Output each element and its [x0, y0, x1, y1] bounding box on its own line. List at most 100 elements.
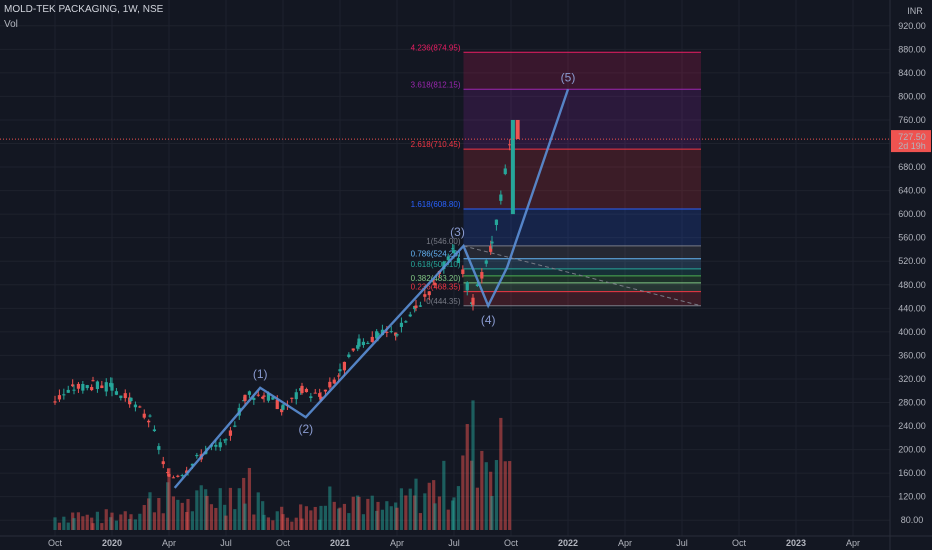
volume-bar: [110, 512, 114, 530]
candle-body: [389, 331, 393, 333]
fib-zone: [463, 208, 701, 246]
fib-zone: [463, 245, 701, 259]
wave-label: (3): [450, 225, 465, 239]
x-tick-label: Apr: [846, 538, 860, 548]
volume-bar: [304, 506, 309, 530]
x-tick-label: Apr: [390, 538, 404, 548]
volume-bar: [72, 518, 76, 530]
candle-body: [414, 305, 418, 308]
y-tick-label: 480.00: [898, 280, 926, 290]
y-tick-label: 680.00: [898, 162, 926, 172]
volume-bar: [361, 514, 366, 530]
y-tick-label: 800.00: [898, 91, 926, 101]
fib-level-label: 1(546.00): [426, 237, 461, 246]
volume-bar: [233, 509, 237, 530]
x-tick-label: Apr: [162, 538, 176, 548]
currency-label: INR: [907, 6, 923, 16]
fib-level-label: 0.618(507.10): [411, 260, 461, 269]
wave-label: (1): [253, 367, 268, 381]
volume-bar: [129, 514, 133, 530]
y-tick-label: 840.00: [898, 68, 926, 78]
volume-bar: [503, 461, 507, 530]
volume-bar: [442, 460, 446, 530]
volume-bar: [300, 518, 304, 530]
volume-bar: [138, 513, 142, 530]
fib-zone: [463, 149, 701, 209]
wave-label: (4): [481, 313, 496, 327]
candle-body: [475, 284, 480, 287]
volume-bar: [456, 486, 461, 530]
volume-bar: [171, 496, 176, 530]
candle-body: [508, 144, 512, 146]
candle-body: [224, 439, 228, 441]
candle-body: [123, 393, 127, 399]
candle-body: [338, 369, 342, 372]
candle-body: [408, 314, 412, 317]
volume-bar: [508, 461, 512, 530]
volume-bar: [414, 478, 418, 530]
fib-level-label: 0(444.35): [426, 297, 461, 306]
volume-bar: [114, 520, 119, 530]
fib-level-label: 4.236(874.95): [411, 43, 461, 52]
volume-bar: [475, 487, 480, 530]
volume-bar: [347, 513, 351, 530]
volume-bar: [313, 506, 317, 530]
y-tick-label: 120.00: [898, 492, 926, 502]
volume-bar: [437, 496, 442, 530]
price-tag: [891, 130, 931, 153]
x-tick-label: Oct: [276, 538, 291, 548]
candle-body: [433, 282, 437, 286]
volume-bar: [218, 488, 222, 530]
volume-bar: [370, 495, 374, 530]
candle-body: [499, 194, 503, 201]
candle-body: [328, 381, 332, 388]
volume-bar: [66, 522, 70, 530]
candle-body: [432, 280, 436, 282]
volume-label: Vol: [4, 19, 18, 30]
candle-body: [342, 361, 347, 371]
volume-bar: [294, 517, 298, 530]
candle-body: [214, 444, 218, 447]
volume-bar: [452, 497, 456, 530]
candle-body: [266, 393, 271, 401]
x-tick-label: 2023: [786, 538, 806, 548]
volume-bar: [357, 496, 361, 530]
candle-body: [452, 250, 456, 254]
volume-bar: [494, 460, 499, 530]
candle-body: [152, 429, 157, 432]
fib-level-label: 3.618(812.15): [411, 80, 461, 89]
wave-label: (2): [298, 422, 313, 436]
volume-bar: [53, 517, 57, 530]
candle-body: [332, 379, 336, 384]
candle-body: [376, 333, 380, 336]
fib-zone: [463, 275, 701, 283]
volume-bar: [157, 498, 161, 530]
candle-body: [81, 383, 85, 391]
candle-body: [275, 399, 279, 410]
candle-body: [309, 396, 313, 398]
candle-body: [256, 394, 260, 396]
volume-bar: [167, 468, 171, 530]
y-tick-label: 560.00: [898, 233, 926, 243]
candle-body: [100, 385, 104, 389]
y-tick-label: 160.00: [898, 468, 926, 478]
fib-level-label: 0.382(483.20): [411, 274, 461, 283]
volume-bar: [323, 505, 328, 530]
volume-bar: [95, 511, 100, 530]
candle-body: [62, 394, 66, 396]
volume-bar: [366, 498, 370, 530]
candle-body: [446, 256, 450, 261]
candle-body: [252, 397, 256, 400]
candle-body: [57, 395, 62, 400]
volume-bar: [499, 417, 503, 530]
chart-title: MOLD-TEK PACKAGING, 1W, NSE: [4, 4, 164, 15]
volume-bar: [152, 512, 157, 530]
candle-body: [456, 257, 461, 263]
candle-body: [300, 385, 304, 394]
volume-bar: [100, 523, 104, 530]
candle-body: [129, 397, 133, 402]
candle-body: [243, 394, 247, 401]
volume-bar: [399, 488, 404, 530]
